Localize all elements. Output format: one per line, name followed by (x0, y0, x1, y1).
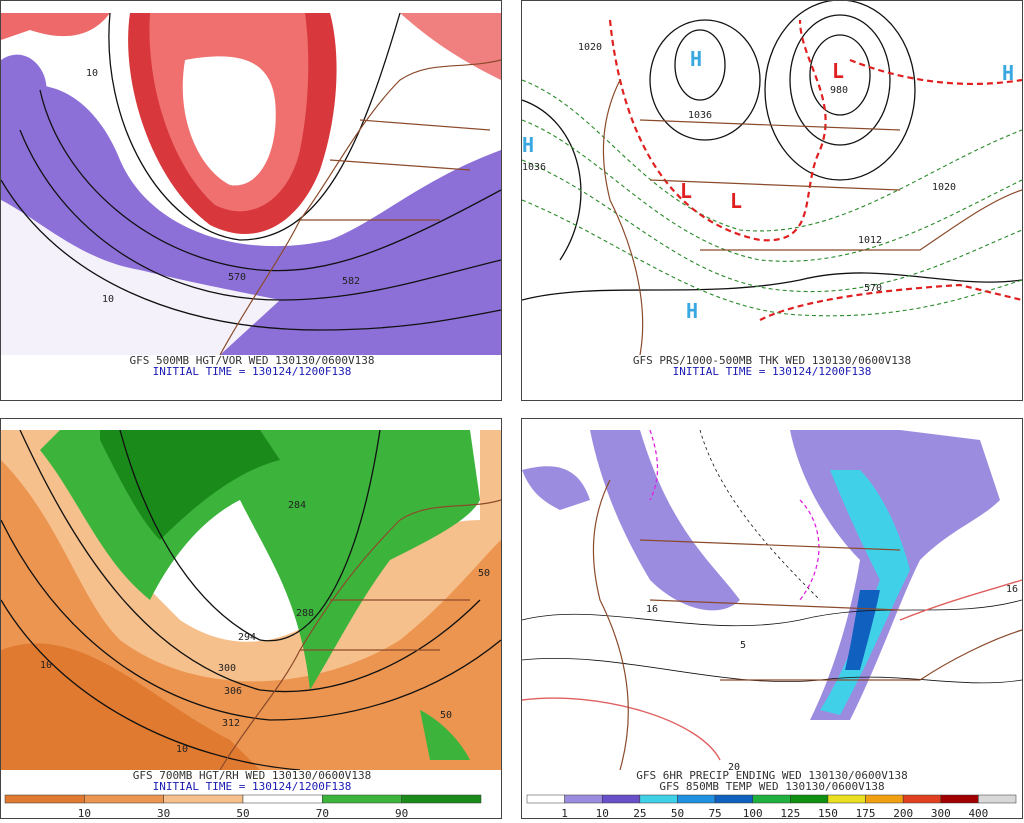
contour-label: 312 (222, 718, 240, 729)
colorbar-segment (564, 794, 603, 804)
contour-label: 980 (830, 85, 848, 96)
colorbar-label: 50 (236, 807, 249, 819)
colorbar-label: 150 (818, 807, 838, 819)
contour-label: 300 (218, 663, 236, 674)
map-surface: 1020 1036 1036 980 1020 1012 570 H H H H… (522, 1, 1022, 355)
colorbar-segment (752, 794, 791, 804)
colorbar-label: 10 (596, 807, 609, 819)
colorbar-label: 50 (671, 807, 684, 819)
colorbar-segment (163, 794, 244, 804)
colorbar-label: 90 (395, 807, 408, 819)
colorbar-segment (902, 794, 942, 804)
colorbar-label: 125 (780, 807, 800, 819)
colorbar-label: 100 (743, 807, 763, 819)
caption: GFS 850MB TEMP WED 130130/0600V138 (659, 780, 884, 793)
contour-label: 1020 (932, 182, 956, 193)
contour-label: 10 (102, 294, 114, 305)
colorbar-segment (84, 794, 164, 804)
map-precip: 16 16 20 5 (522, 430, 1022, 773)
contour-label: 16 (646, 604, 658, 615)
map-500mb: 570 582 10 10 (1, 13, 501, 355)
low-marker: L (730, 189, 742, 213)
contour-label: 570 (864, 283, 882, 294)
colorbar-segment (978, 794, 1017, 804)
colorbar-segment (714, 794, 753, 804)
colorbar: 1 10 25 50 75 100 125 150 175 200 300 400 (526, 794, 1017, 820)
contour-label: 10 (86, 68, 98, 79)
contour-label: 50 (440, 710, 452, 721)
contour-label: 10 (176, 744, 188, 755)
contour-label: 294 (238, 632, 256, 643)
colorbar-label: 300 (931, 807, 951, 819)
colorbar-segment (322, 794, 402, 804)
caption: INITIAL TIME = 130124/1200F138 (153, 365, 352, 378)
contour-label: 16 (1006, 584, 1018, 595)
colorbar-segment (827, 794, 866, 804)
caption: INITIAL TIME = 130124/1200F138 (673, 365, 872, 378)
contour-label: 10 (40, 660, 52, 671)
low-marker: L (832, 59, 844, 83)
map-700mb: 284 288 294 300 306 312 10 10 50 50 (1, 430, 501, 770)
contour-label: 1036 (522, 162, 546, 173)
low-marker: L (680, 179, 692, 203)
high-marker: H (522, 133, 534, 157)
colorbar-label: 175 (856, 807, 876, 819)
contour-label: 570 (228, 272, 246, 283)
colorbar-segment (526, 794, 565, 804)
contour-label: 1012 (858, 235, 882, 246)
colorbar-label: 1 (561, 807, 568, 819)
contour-label: 582 (342, 276, 360, 287)
colorbar-label: 25 (633, 807, 646, 819)
caption: GFS 500MB HGT/VOR WED 130130/0600V138 (129, 354, 374, 367)
colorbar-segment (940, 794, 979, 804)
caption: INITIAL TIME = 130124/1200F138 (153, 780, 352, 793)
contour-label: 20 (728, 762, 740, 773)
colorbar-segment (790, 794, 829, 804)
contour-label: 306 (224, 686, 242, 697)
colorbar-label: 200 (893, 807, 913, 819)
contour-label: 1036 (688, 110, 712, 121)
colorbar-segment (601, 794, 641, 804)
caption: GFS 6HR PRECIP ENDING WED 130130/0600V13… (636, 769, 908, 782)
colorbar-segment (639, 794, 678, 804)
contour-label: 50 (478, 568, 490, 579)
colorbar-segment (401, 794, 482, 804)
colorbar-label: 400 (968, 807, 988, 819)
colorbar-label: 30 (157, 807, 170, 819)
contour-label: 284 (288, 500, 306, 511)
colorbar-label: 75 (708, 807, 721, 819)
high-marker: H (1002, 61, 1014, 85)
caption: GFS 700MB HGT/RH WED 130130/0600V138 (133, 769, 371, 782)
contour-label: 5 (740, 640, 746, 651)
colorbar-segment (242, 794, 323, 804)
high-marker: H (690, 47, 702, 71)
caption: GFS PRS/1000-500MB THK WED 130130/0600V1… (633, 354, 911, 367)
colorbar-segment (4, 794, 85, 804)
colorbar-segment (865, 794, 904, 804)
contour-label: 1020 (578, 42, 602, 53)
colorbar-label: 10 (78, 807, 91, 819)
colorbar-label: 70 (316, 807, 329, 819)
colorbar-segment (677, 794, 716, 804)
colorbar: 10 30 50 70 90 (4, 794, 482, 820)
contour-label: 288 (296, 608, 314, 619)
high-marker: H (686, 299, 698, 323)
